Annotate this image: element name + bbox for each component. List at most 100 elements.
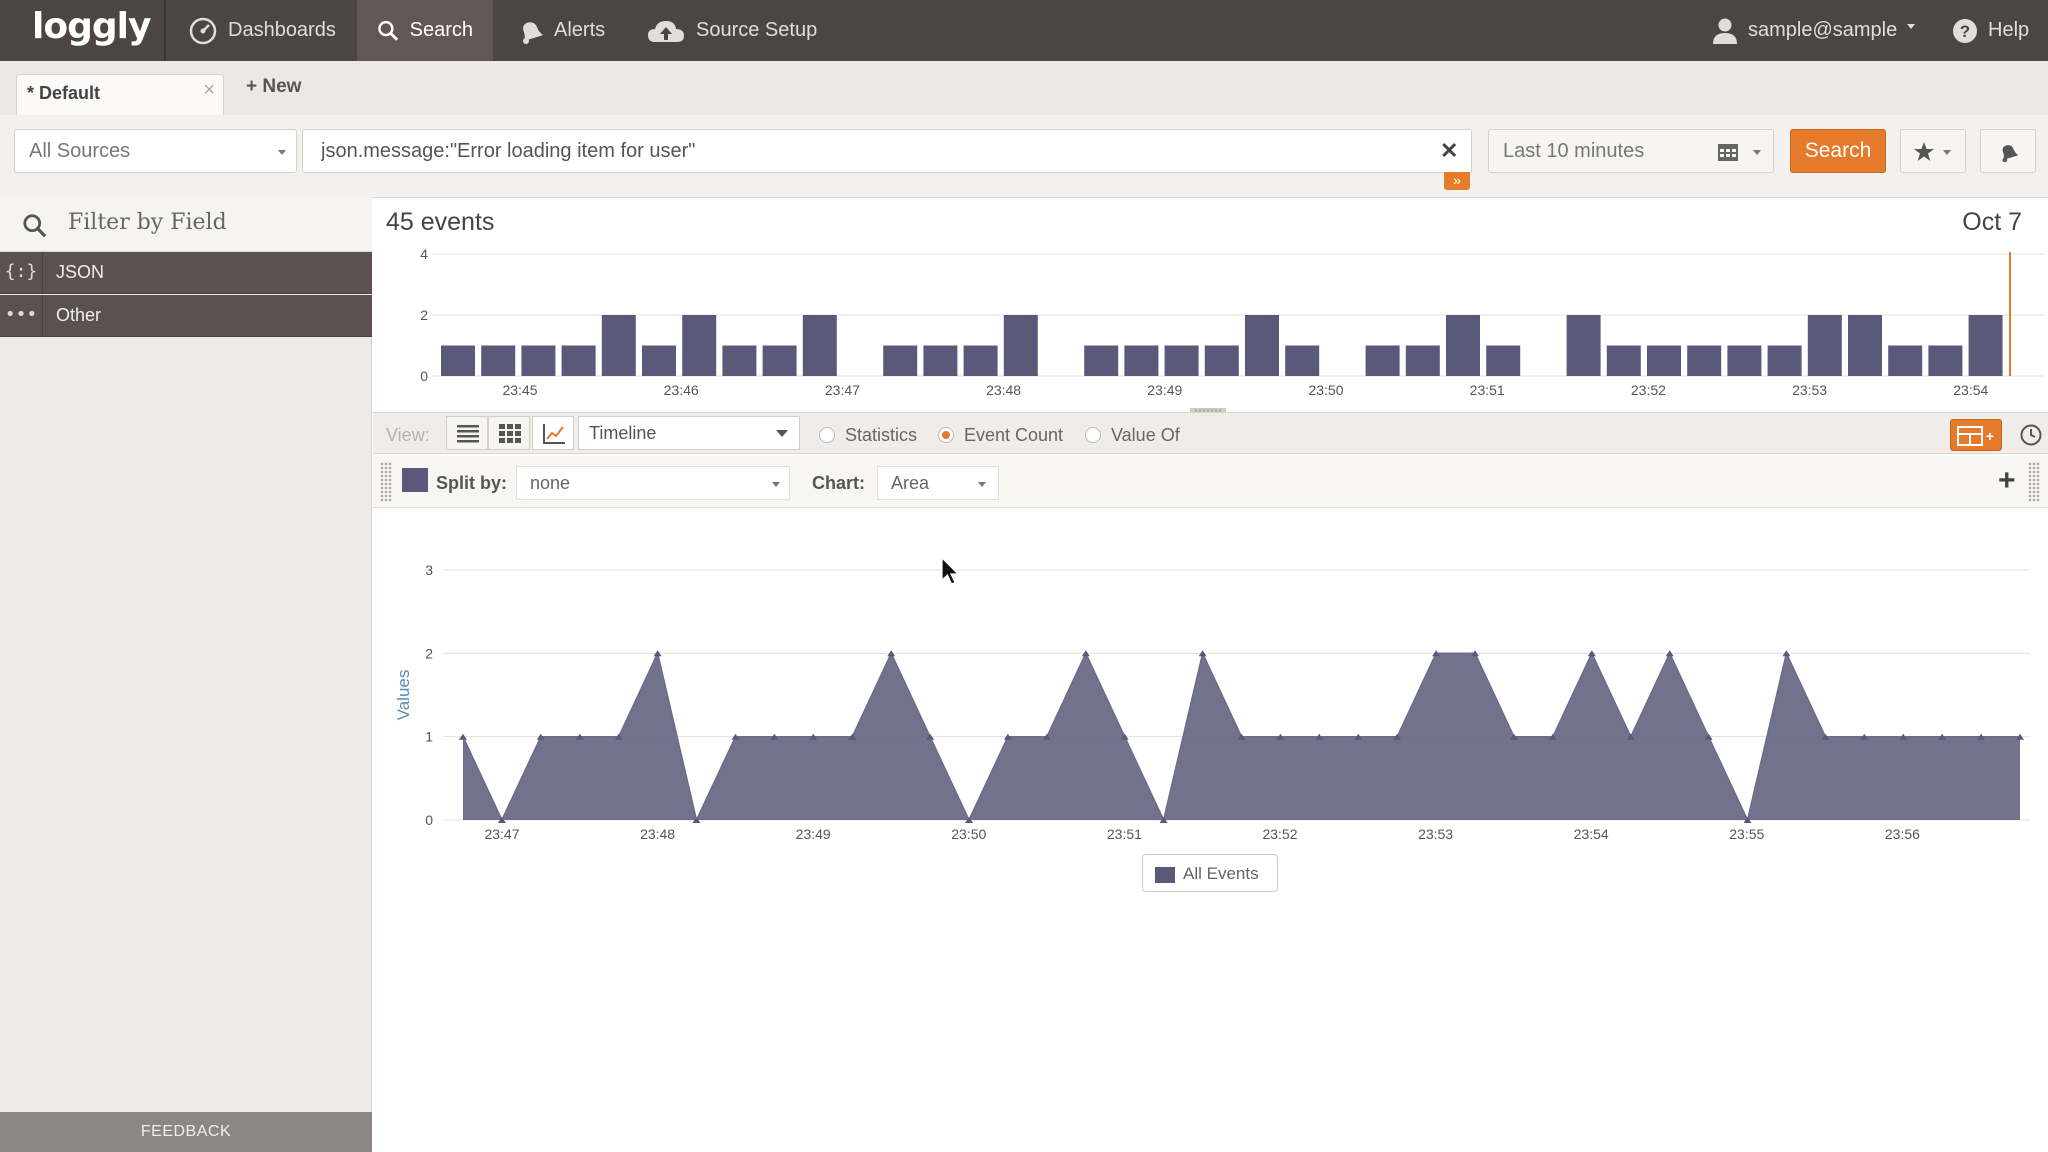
create-alert-button[interactable] (1980, 129, 2036, 173)
loggly-logo[interactable]: loggly (32, 6, 151, 47)
new-tab-button[interactable]: + New (246, 76, 302, 97)
expand-query-icon[interactable]: » (1444, 172, 1470, 190)
dashboard-gauge-icon (189, 17, 217, 44)
chart-type-label: Chart: (812, 473, 865, 493)
data-point-marker (1510, 733, 1518, 740)
drag-handle-icon[interactable] (2028, 462, 2040, 502)
value-of-label[interactable]: Value Of (1111, 425, 1180, 445)
histogram-bar (1606, 345, 1641, 376)
y-tick-label: 4 (420, 246, 428, 262)
clear-query-icon[interactable]: ✕ (1440, 138, 1459, 163)
event-count: 45 events (386, 208, 495, 236)
data-point-marker (1276, 733, 1285, 740)
event-count-label[interactable]: Event Count (964, 425, 1064, 445)
x-tick-label: 23:53 (1792, 382, 1827, 398)
search-button[interactable]: Search (1790, 129, 1886, 173)
data-point-marker (653, 650, 662, 657)
series-color-swatch[interactable] (402, 468, 428, 492)
tab-default-label: * Default (27, 83, 101, 103)
chevron-down-icon (772, 482, 780, 487)
chevron-down-icon (776, 430, 788, 437)
histogram-bar (802, 315, 837, 376)
drag-handle-icon[interactable] (380, 462, 392, 502)
add-to-dashboard-button[interactable]: + (1950, 419, 2002, 451)
nav-help[interactable]: ? Help (1932, 0, 2048, 61)
data-point-marker (1159, 817, 1168, 823)
close-icon[interactable]: × (203, 79, 215, 101)
histogram-bar (1727, 345, 1762, 376)
histogram-bar (1767, 345, 1802, 376)
histogram-bar (1285, 345, 1320, 376)
user-menu[interactable]: sample@sample (1692, 0, 1935, 61)
calendar-icon (1718, 144, 1738, 161)
data-point-marker (1003, 733, 1012, 740)
statistics-label[interactable]: Statistics (845, 425, 918, 445)
event-count-radio[interactable] (938, 427, 954, 443)
nav-search[interactable]: Search (357, 0, 493, 61)
data-point-marker (1548, 733, 1557, 740)
histogram-bar (601, 315, 636, 376)
event-histogram[interactable]: 0 2 4 23:45 23:46 23:47 23:48 23:49 23:50 23:51 23… (373, 240, 2048, 405)
view-mode-select[interactable]: Timeline (578, 416, 800, 450)
list-icon (457, 425, 479, 443)
user-icon (1713, 18, 1737, 44)
filter-by-field[interactable]: Filter by Field (0, 197, 372, 252)
nav-alerts[interactable]: Alerts (496, 0, 625, 61)
histogram-bar (481, 345, 516, 376)
time-range-select[interactable]: Last 10 minutes (1488, 129, 1774, 173)
field-group-label: Other (56, 305, 102, 325)
field-group-other[interactable]: ••• Other (0, 295, 372, 337)
x-tick-label: 23:51 (1470, 382, 1505, 398)
search-query-input[interactable] (302, 129, 1472, 173)
view-label: View: (386, 425, 430, 445)
source-select[interactable]: All Sources (14, 129, 297, 173)
list-view-button[interactable] (446, 416, 488, 450)
nav-source-setup-label: Source Setup (696, 19, 818, 41)
histogram-bar (1204, 345, 1239, 376)
y-axis-label: Values (394, 670, 413, 721)
grid-icon (499, 424, 521, 443)
histogram-bar (682, 315, 717, 376)
histogram-bar (1807, 315, 1842, 376)
histogram-bar (762, 345, 797, 376)
histogram-bar (1928, 345, 1963, 376)
split-by-select[interactable]: none (516, 466, 790, 500)
data-point-marker (1938, 733, 1947, 740)
data-point-marker (965, 817, 973, 823)
event-count-area-chart[interactable]: 0 1 2 3 Values 23:47 23:48 23:49 23:50 23:51 23:52… (373, 530, 2048, 850)
chart-type-select[interactable]: Area (877, 466, 999, 500)
add-series-button[interactable]: + (1998, 464, 2016, 497)
tab-default[interactable]: * Default × (16, 74, 224, 115)
histogram-bar (923, 345, 958, 376)
data-point-marker (1081, 650, 1090, 657)
data-point-marker (1393, 733, 1402, 740)
view-mode-value: Timeline (589, 423, 657, 443)
x-tick-label: 23:46 (664, 382, 699, 398)
chart-view-button[interactable] (532, 416, 574, 450)
data-point-marker (887, 650, 896, 657)
help-icon: ? (1953, 18, 1977, 43)
data-point-marker (497, 817, 506, 823)
timeline-resize-handle[interactable] (1190, 402, 1226, 414)
statistics-radio[interactable] (819, 427, 835, 443)
feedback-button[interactable]: FEEDBACK (0, 1112, 372, 1152)
data-point-marker (809, 733, 818, 740)
user-email: sample@sample (1748, 19, 1898, 41)
field-group-json[interactable]: {:} JSON (0, 252, 372, 294)
favorites-button[interactable] (1900, 129, 1966, 173)
x-tick-label: 23:48 (640, 826, 675, 842)
data-point-marker (1860, 733, 1869, 740)
mouse-cursor-icon (941, 557, 960, 585)
grid-view-button[interactable] (488, 416, 530, 450)
histogram-bar (722, 345, 757, 376)
data-point-marker (1626, 733, 1635, 740)
logo-divider (164, 0, 166, 61)
nav-dashboards[interactable]: Dashboards (168, 0, 356, 61)
histogram-bar (1687, 345, 1722, 376)
nav-help-label: Help (1988, 19, 2030, 41)
value-of-radio[interactable] (1085, 427, 1101, 443)
chart-legend[interactable]: All Events (1142, 854, 1278, 892)
nav-source-setup[interactable]: Source Setup (626, 0, 837, 61)
history-clock-icon[interactable] (2020, 424, 2042, 446)
y-tick-label: 2 (420, 307, 428, 323)
